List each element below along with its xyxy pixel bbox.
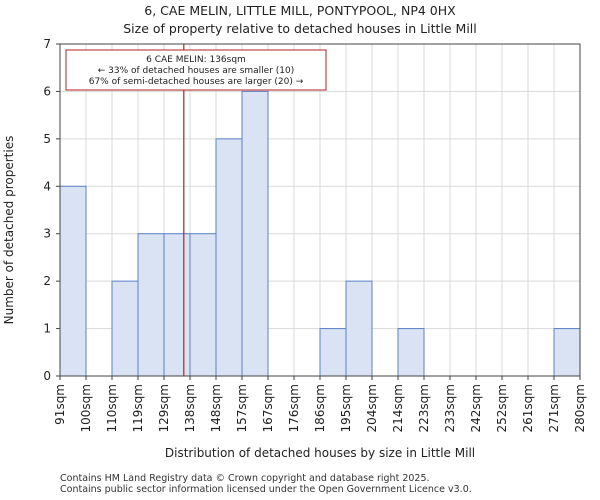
x-axis-label: Distribution of detached houses by size … [165,446,475,460]
x-tick-label: 138sqm [183,384,197,432]
x-tick-label: 252sqm [495,384,509,432]
histogram-bar [345,280,373,377]
labels-layer: Distribution of detached houses by size … [2,136,475,460]
histogram-bar [163,233,191,377]
y-tick-label: 2 [43,274,51,288]
histogram-bar [59,185,87,377]
y-tick-label: 1 [43,322,51,336]
x-tick-label: 271sqm [547,384,561,432]
footer-line2: Contains public sector information licen… [60,484,472,495]
x-tick-label: 204sqm [365,384,379,432]
chart-title: 6, CAE MELIN, LITTLE MILL, PONTYPOOL, NP… [0,2,600,38]
x-tick-label: 233sqm [443,384,457,432]
x-tick-label: 157sqm [235,384,249,432]
histogram-bar [553,328,581,377]
histogram-bar [189,233,217,377]
histogram-bar [215,138,243,377]
marker-layer: 6 CAE MELIN: 136sqm← 33% of detached hou… [65,44,327,376]
x-tick-label: 261sqm [521,384,535,432]
x-tick-label: 100sqm [79,384,93,432]
histogram-bar [111,280,139,377]
y-axis-label: Number of detached properties [2,136,16,325]
x-tick-label: 129sqm [157,384,171,432]
y-tick-label: 7 [43,37,51,51]
x-tick-label: 119sqm [131,384,145,432]
y-tick-label: 6 [43,84,51,98]
x-tick-label: 110sqm [105,384,119,432]
x-tick-label: 195sqm [339,384,353,432]
chart-title-line2: Size of property relative to detached ho… [123,21,477,36]
y-tick-label: 4 [43,179,51,193]
x-tick-label: 91sqm [53,384,67,425]
annotation-text: 6 CAE MELIN: 136sqm [146,55,246,65]
x-tick-label: 214sqm [391,384,405,432]
footer-line1: Contains HM Land Registry data © Crown c… [60,473,430,484]
footer: Contains HM Land Registry data © Crown c… [60,473,472,495]
x-tick-label: 223sqm [417,384,431,432]
histogram-bar [241,90,269,377]
annotation-box [65,49,327,91]
chart-title-line1: 6, CAE MELIN, LITTLE MILL, PONTYPOOL, NP… [144,3,456,18]
x-tick-label: 176sqm [287,384,301,432]
histogram-bar [397,328,425,377]
histogram-bar [137,233,165,377]
annotation-text: 67% of semi-detached houses are larger (… [89,77,304,87]
x-tick-label: 242sqm [469,384,483,432]
x-tick-label: 167sqm [261,384,275,432]
y-tick-label: 0 [43,369,51,383]
histogram-bar [319,328,347,377]
annotation-text: ← 33% of detached houses are smaller (10… [98,66,295,76]
y-tick-label: 3 [43,227,51,241]
axis-layer: 0 1 2 3 4 5 6 7 91sqm 100sqm 110sqm 119sqm 129sqm 138… [43,37,587,432]
bars-layer [59,90,581,377]
y-tick-label: 5 [43,132,51,146]
x-tick-label: 280sqm [573,384,587,432]
x-tick-label: 186sqm [313,384,327,432]
x-tick-label: 148sqm [209,384,223,432]
